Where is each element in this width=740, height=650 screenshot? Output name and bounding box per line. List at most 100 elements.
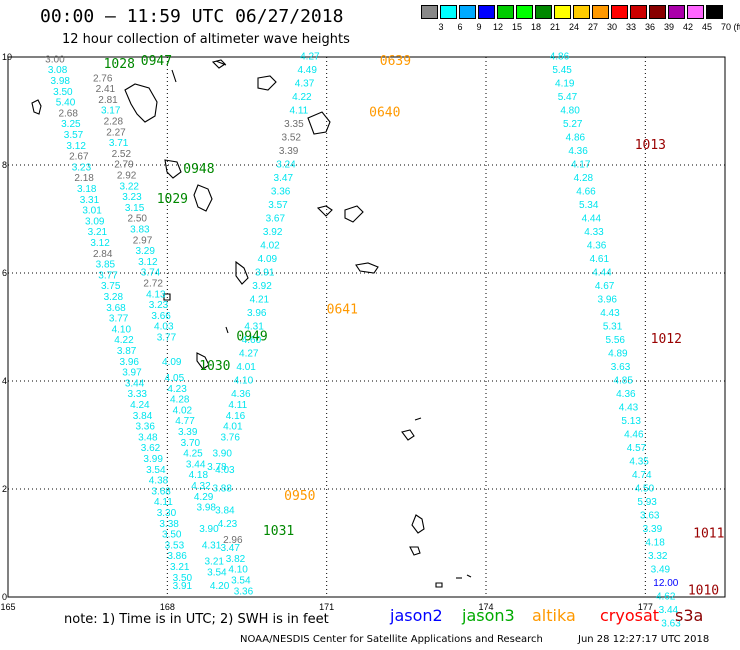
island-outline — [211, 59, 226, 69]
wave-height-value: 2.68 — [58, 108, 78, 119]
wave-height-value: 4.62 — [656, 592, 676, 603]
wave-height-value: 3.36 — [135, 422, 155, 433]
wave-height-value: 3.76 — [220, 432, 240, 443]
track-time-label: 0949 — [236, 330, 267, 345]
legend-label: 6 — [457, 22, 463, 32]
wave-height-value: 4.43 — [600, 308, 620, 319]
legend-swatch — [535, 5, 552, 19]
wave-height-value: 3.91 — [173, 581, 193, 592]
wave-height-value: 3.21 — [205, 557, 225, 568]
wave-height-value: 3.88 — [212, 484, 232, 495]
legend-swatch — [478, 5, 495, 19]
wave-height-value: 3.83 — [130, 225, 150, 236]
legend-label: 70 — [720, 22, 731, 32]
island-outline — [31, 99, 42, 115]
wave-height-value: 3.98 — [197, 503, 217, 514]
island-outline — [316, 205, 333, 217]
wave-height-value: 5.13 — [621, 416, 641, 427]
wave-height-value: 4.10 — [228, 565, 248, 576]
track-time-label: 0639 — [380, 54, 411, 69]
wave-height-value: 3.30 — [157, 508, 177, 519]
wave-height-value: 3.66 — [151, 311, 171, 322]
wave-height-value: 5.40 — [56, 98, 76, 109]
y-tick-label: 10 — [2, 52, 12, 62]
track-time-label: 0950 — [284, 489, 315, 504]
wave-height-value: 4.31 — [244, 322, 264, 333]
wave-height-value: 4.28 — [170, 395, 190, 406]
wave-height-value: 3.09 — [85, 216, 105, 227]
wave-height-value: 4.74 — [632, 470, 652, 481]
island-outline — [171, 69, 177, 83]
page-title: 00:00 – 11:59 UTC 06/27/2018 — [40, 6, 344, 27]
track-time-label: 1012 — [651, 332, 682, 347]
wave-height-value: 2.18 — [74, 173, 94, 184]
wave-height-value: 3.50 — [173, 573, 193, 584]
island-outline — [215, 60, 227, 66]
wave-height-value: 4.24 — [130, 400, 150, 411]
legend-label: 9 — [476, 22, 482, 32]
wave-height-value: 4.66 — [576, 187, 596, 198]
wave-height-value: 4.49 — [297, 65, 317, 76]
satellite-legend-altika: altika — [532, 606, 576, 625]
wave-height-value: 4.28 — [574, 173, 594, 184]
wave-height-value: 4.77 — [175, 416, 195, 427]
legend-label: 45 — [701, 22, 712, 32]
wave-height-value: 5.45 — [552, 65, 572, 76]
legend-label: 39 — [663, 22, 674, 32]
island-outline — [307, 111, 331, 135]
wave-height-value: 3.92 — [252, 281, 272, 292]
x-tick-label: 165 — [0, 602, 15, 612]
island-outline — [124, 83, 158, 123]
y-tick-label: 6 — [2, 268, 7, 278]
wave-height-value: 3.50 — [162, 530, 182, 541]
wave-height-value: 2.72 — [143, 279, 163, 290]
track-time-label: 1013 — [635, 138, 666, 153]
wave-height-value: 12.00 — [653, 578, 678, 589]
wave-height-value: 4.02 — [260, 241, 280, 252]
map-frame — [7, 56, 726, 598]
wave-height-value: 2.84 — [93, 249, 113, 260]
wave-height-value: 5.93 — [637, 497, 657, 508]
wave-height-value: 2.96 — [223, 535, 243, 546]
wave-height-value: 3.77 — [157, 333, 177, 344]
wave-height-value: 3.71 — [109, 138, 129, 149]
wave-height-value: 4.29 — [194, 492, 214, 503]
legend-swatch — [554, 5, 571, 19]
wave-height-value: 4.11 — [289, 106, 308, 117]
wave-height-value: 3.63 — [640, 511, 660, 522]
wave-height-value: 4.01 — [223, 422, 243, 433]
wave-height-value: 2.76 — [93, 73, 113, 84]
wave-height-value: 3.23 — [149, 300, 169, 311]
wave-height-value: 2.27 — [106, 127, 126, 138]
track-time-label: 1011 — [693, 527, 724, 542]
wave-height-value: 3.23 — [122, 192, 142, 203]
legend-label: 27 — [587, 22, 598, 32]
wave-height-value: 3.57 — [64, 130, 84, 141]
wave-height-value: 4.19 — [555, 79, 575, 90]
legend-label: 15 — [511, 22, 522, 32]
wave-height-value: 2.67 — [69, 152, 89, 163]
wave-height-value: 3.22 — [120, 181, 140, 192]
wave-height-value: 3.23 — [72, 162, 92, 173]
wave-height-value: 3.62 — [141, 443, 161, 454]
wave-height-value: 5.56 — [606, 335, 626, 346]
wave-height-value: 4.25 — [183, 449, 203, 460]
wave-height-value: 3.53 — [165, 540, 185, 551]
wave-height-value: 4.23 — [167, 384, 187, 395]
island-outline — [257, 75, 277, 91]
wave-height-value: 3.01 — [82, 206, 102, 217]
wave-height-value: 3.96 — [120, 357, 140, 368]
legend-label: 3 — [438, 22, 444, 32]
wave-height-value: 4.61 — [590, 254, 610, 265]
legend-swatch — [516, 5, 533, 19]
satellite-legend-cryosat: cryosat — [600, 606, 660, 625]
wave-height-value: 4.43 — [619, 403, 639, 414]
wave-height-value: 4.38 — [149, 476, 169, 487]
wave-height-value: 3.78 — [207, 462, 227, 473]
wave-height-value: 4.44 — [582, 214, 602, 225]
satellite-legend-jason3: jason3 — [462, 606, 515, 625]
wave-height-value: 2.41 — [96, 84, 116, 95]
wave-height-value: 4.10 — [112, 324, 132, 335]
wave-height-value: 4.10 — [234, 376, 254, 387]
